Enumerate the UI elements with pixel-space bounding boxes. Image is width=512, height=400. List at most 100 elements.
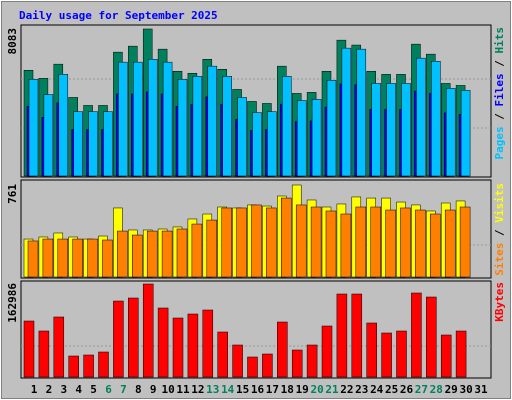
x-tick-label: 24 xyxy=(370,383,384,396)
x-tick-label: 7 xyxy=(120,383,127,396)
bar xyxy=(282,76,292,177)
y-max-label: 8083 xyxy=(6,28,19,55)
bar xyxy=(247,356,258,378)
legend-separator: / xyxy=(493,107,506,127)
bar xyxy=(98,351,109,378)
x-tick-label: 5 xyxy=(90,383,97,396)
bar xyxy=(28,79,39,177)
bar xyxy=(444,209,456,278)
x-tick-label: 8 xyxy=(135,383,142,396)
bar xyxy=(381,332,392,378)
bar xyxy=(236,207,247,278)
legend-entry: Visits xyxy=(493,183,506,223)
bar xyxy=(366,322,377,378)
bar xyxy=(23,320,35,378)
y-max-label: 162986 xyxy=(6,283,19,323)
x-tick-label: 27 xyxy=(415,383,428,396)
bar xyxy=(172,317,184,378)
bar xyxy=(252,112,262,177)
x-tick-label: 13 xyxy=(206,383,219,396)
bar xyxy=(142,283,154,378)
bar xyxy=(102,239,113,278)
bar xyxy=(237,97,247,177)
chart-title: Daily usage for September 2025 xyxy=(19,9,218,22)
x-tick-label: 20 xyxy=(310,383,323,396)
x-tick-label: 2 xyxy=(46,383,53,396)
x-tick-label: 11 xyxy=(176,383,190,396)
bar xyxy=(58,74,69,177)
bar xyxy=(83,354,94,378)
bar xyxy=(311,99,322,177)
bar xyxy=(445,88,456,177)
x-tick-label: 10 xyxy=(161,383,174,396)
legend-entry: Pages xyxy=(493,126,506,159)
bar xyxy=(133,61,143,177)
bar xyxy=(430,213,441,278)
x-tick-label: 30 xyxy=(459,383,472,396)
x-tick-label: 4 xyxy=(75,383,82,396)
bar xyxy=(340,213,352,278)
bar xyxy=(161,230,173,278)
bar xyxy=(262,353,273,378)
bar xyxy=(147,58,158,177)
bar xyxy=(295,204,307,278)
bar xyxy=(72,238,83,278)
legend-entry: Sites xyxy=(493,243,506,276)
x-tick-label: 28 xyxy=(430,383,443,396)
bar xyxy=(356,48,367,177)
bar xyxy=(191,223,203,278)
bar xyxy=(217,331,228,378)
bar xyxy=(281,197,292,278)
bar xyxy=(415,209,426,278)
bar xyxy=(277,321,288,378)
bar xyxy=(207,65,218,177)
bar xyxy=(202,309,214,378)
bar xyxy=(128,297,139,378)
bar xyxy=(42,238,54,278)
bar xyxy=(431,60,441,177)
bar xyxy=(455,330,467,378)
bar xyxy=(355,206,367,278)
bar xyxy=(291,349,303,378)
x-tick-label: 31 xyxy=(474,383,488,396)
legend-separator: / xyxy=(493,223,506,243)
x-tick-label: 22 xyxy=(340,383,353,396)
bar xyxy=(310,206,322,278)
legend: Sites / Visits xyxy=(493,183,506,276)
bar xyxy=(459,206,471,278)
x-tick-label: 17 xyxy=(266,383,279,396)
bar xyxy=(117,230,128,278)
x-tick-label: 29 xyxy=(445,383,458,396)
bar xyxy=(296,100,307,177)
x-tick-label: 15 xyxy=(236,383,249,396)
legend: KBytes xyxy=(493,282,506,322)
bar xyxy=(341,47,352,177)
bar xyxy=(162,61,173,177)
bar xyxy=(113,300,124,378)
bar xyxy=(73,111,83,177)
legend-entry: Files xyxy=(493,73,506,106)
bar xyxy=(416,57,426,177)
bar xyxy=(103,111,113,177)
x-tick-label: 23 xyxy=(355,383,368,396)
legend-separator: / xyxy=(493,54,506,74)
bar xyxy=(400,207,411,278)
bar xyxy=(371,83,381,177)
bar xyxy=(221,207,232,278)
bar xyxy=(440,334,452,378)
bar xyxy=(266,207,277,278)
x-tick-label: 3 xyxy=(60,383,67,396)
bar xyxy=(411,292,422,378)
bar xyxy=(385,209,396,278)
legend-entry: KBytes xyxy=(493,282,506,322)
legend: Pages / Files / Hits xyxy=(493,27,506,160)
bar xyxy=(176,228,188,278)
bar xyxy=(146,230,158,278)
bar xyxy=(267,111,277,177)
x-tick-label: 25 xyxy=(385,383,398,396)
bar xyxy=(88,111,98,177)
bar xyxy=(386,83,396,177)
bar xyxy=(351,293,363,378)
